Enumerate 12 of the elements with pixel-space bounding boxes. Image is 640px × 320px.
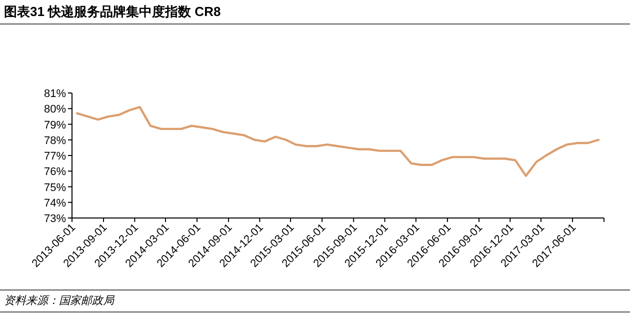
y-tick-label: 81% — [44, 88, 66, 100]
text: 资料来源：国家邮政局 — [4, 294, 115, 307]
y-tick-label: 76% — [44, 166, 66, 178]
y-tick-label: 74% — [44, 197, 66, 210]
y-tick-label: 77% — [44, 150, 66, 162]
y-tick-label: 80% — [44, 104, 66, 116]
y-tick-label: 75% — [44, 182, 66, 194]
y-tick-label: 73% — [44, 213, 66, 225]
y-tick-label: 78% — [44, 134, 66, 147]
y-tick-label: 79% — [44, 119, 66, 132]
chart-title: 图表31 快递服务品牌集中度指数 CR8 — [4, 4, 221, 19]
line-series — [76, 106, 600, 177]
